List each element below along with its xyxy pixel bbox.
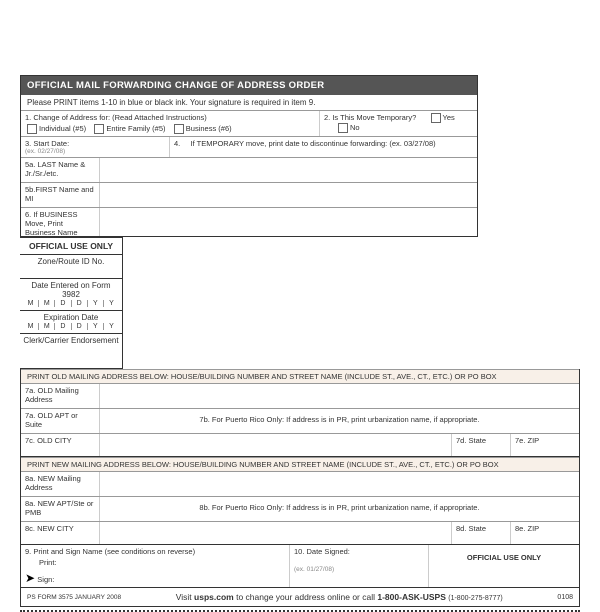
item4-text: If TEMPORARY move, print date to discont… <box>191 139 436 148</box>
item8e-label: 8e. ZIP <box>511 522 579 544</box>
item1-label: 1. Change of Address for: (Read Attached… <box>25 113 315 122</box>
official-header: OFFICIAL USE ONLY <box>20 238 122 255</box>
item8b-label: 8b. For Puerto Rico Only: If address is … <box>100 497 579 521</box>
old-address-header: PRINT OLD MAILING ADDRESS BELOW: HOUSE/B… <box>21 369 579 383</box>
item7c-field[interactable] <box>100 434 452 456</box>
item8a2-label: 8a. NEW APT/Ste or PMB <box>21 497 100 521</box>
expiration-date: Expiration Date M M D D Y Y <box>20 311 122 334</box>
item5b-label: 5b.FIRST Name and MI <box>21 183 100 207</box>
row-5a: 5a. LAST Name & Jr./Sr./etc. <box>21 157 477 182</box>
item9-label: 9. Print and Sign Name (see conditions o… <box>25 547 285 556</box>
item8d-label: 8d. State <box>452 522 511 544</box>
footer-text: Visit usps.com to change your address on… <box>176 592 503 602</box>
item7c-label: 7c. OLD CITY <box>21 434 100 456</box>
usps-form-3575: OFFICIAL MAIL FORWARDING CHANGE OF ADDRE… <box>20 75 580 612</box>
row-7a2-7b: 7a. OLD APT or Suite 7b. For Puerto Rico… <box>21 408 579 433</box>
footer: PS FORM 3575 JANUARY 2008 Visit usps.com… <box>20 588 580 607</box>
row-6: 6. If BUSINESS Move, Print Business Name <box>21 207 477 236</box>
item8a-label: 8a. NEW Mailing Address <box>21 472 100 496</box>
form-subtitle: Please PRINT items 1-10 in blue or black… <box>21 95 477 110</box>
checkbox-family[interactable] <box>94 124 104 134</box>
new-address-header: PRINT NEW MAILING ADDRESS BELOW: HOUSE/B… <box>21 457 579 471</box>
item4-num: 4. <box>174 139 180 148</box>
item2-label: 2. Is This Move Temporary? <box>324 113 416 122</box>
date-entered: Date Entered on Form 3982 M M D D Y Y <box>20 279 122 311</box>
item5a-field[interactable] <box>100 158 477 182</box>
row-5b: 5b.FIRST Name and MI <box>21 182 477 207</box>
item7b-label: 7b. For Puerto Rico Only: If address is … <box>100 409 579 433</box>
item7a-label: 7a. OLD Mailing Address <box>21 384 100 408</box>
row-3-4: 3. Start Date: (ex. 02/27/08) 4. If TEMP… <box>21 136 477 157</box>
row-7a: 7a. OLD Mailing Address <box>21 383 579 408</box>
checkbox-business[interactable] <box>174 124 184 134</box>
form-title: OFFICIAL MAIL FORWARDING CHANGE OF ADDRE… <box>21 76 477 95</box>
item5b-field[interactable] <box>100 183 477 207</box>
footer-code: 0108 <box>557 594 573 601</box>
item7e-label: 7e. ZIP <box>511 434 579 456</box>
item8a-field[interactable] <box>100 472 579 496</box>
item5a-label: 5a. LAST Name & Jr./Sr./etc. <box>21 158 100 182</box>
checkbox-no[interactable] <box>338 123 348 133</box>
checkbox-yes[interactable] <box>431 113 441 123</box>
item6-label: 6. If BUSINESS Move, Print Business Name <box>21 208 100 236</box>
row-1-2: 1. Change of Address for: (Read Attached… <box>21 110 477 136</box>
item3-hint: (ex. 02/27/08) <box>25 148 165 155</box>
main-form-area: OFFICIAL MAIL FORWARDING CHANGE OF ADDRE… <box>20 75 478 237</box>
arrow-icon: ➤ <box>25 571 35 585</box>
row-8a: 8a. NEW Mailing Address <box>21 471 579 496</box>
sign-label: Sign: <box>37 575 54 584</box>
item3-label: 3. Start Date: <box>25 139 165 148</box>
row-8a2-8b: 8a. NEW APT/Ste or PMB 8b. For Puerto Ri… <box>21 496 579 521</box>
item10-label: 10. Date Signed: <box>294 547 424 556</box>
print-label: Print: <box>25 556 285 567</box>
form-id: PS FORM 3575 JANUARY 2008 <box>27 594 121 601</box>
row-7c: 7c. OLD CITY 7d. State 7e. ZIP <box>21 433 579 456</box>
item10-hint: (ex. 01/27/08) <box>294 566 424 573</box>
official-use-box: OFFICIAL USE ONLY <box>429 545 579 587</box>
checkbox-individual[interactable] <box>27 124 37 134</box>
row-8c: 8c. NEW CITY 8d. State 8e. ZIP <box>21 521 579 544</box>
item7a2-label: 7a. OLD APT or Suite <box>21 409 100 433</box>
clerk-endorsement: Clerk/Carrier Endorsement <box>20 334 122 359</box>
item8c-field[interactable] <box>100 522 452 544</box>
item8c-label: 8c. NEW CITY <box>21 522 100 544</box>
item7d-label: 7d. State <box>452 434 511 456</box>
zone-route: Zone/Route ID No. <box>20 255 122 279</box>
row-9-10: 9. Print and Sign Name (see conditions o… <box>21 545 579 587</box>
item7a-field[interactable] <box>100 384 579 408</box>
item6-field[interactable] <box>100 208 477 236</box>
official-use-sidebar: OFFICIAL USE ONLY Zone/Route ID No. Date… <box>20 237 123 369</box>
